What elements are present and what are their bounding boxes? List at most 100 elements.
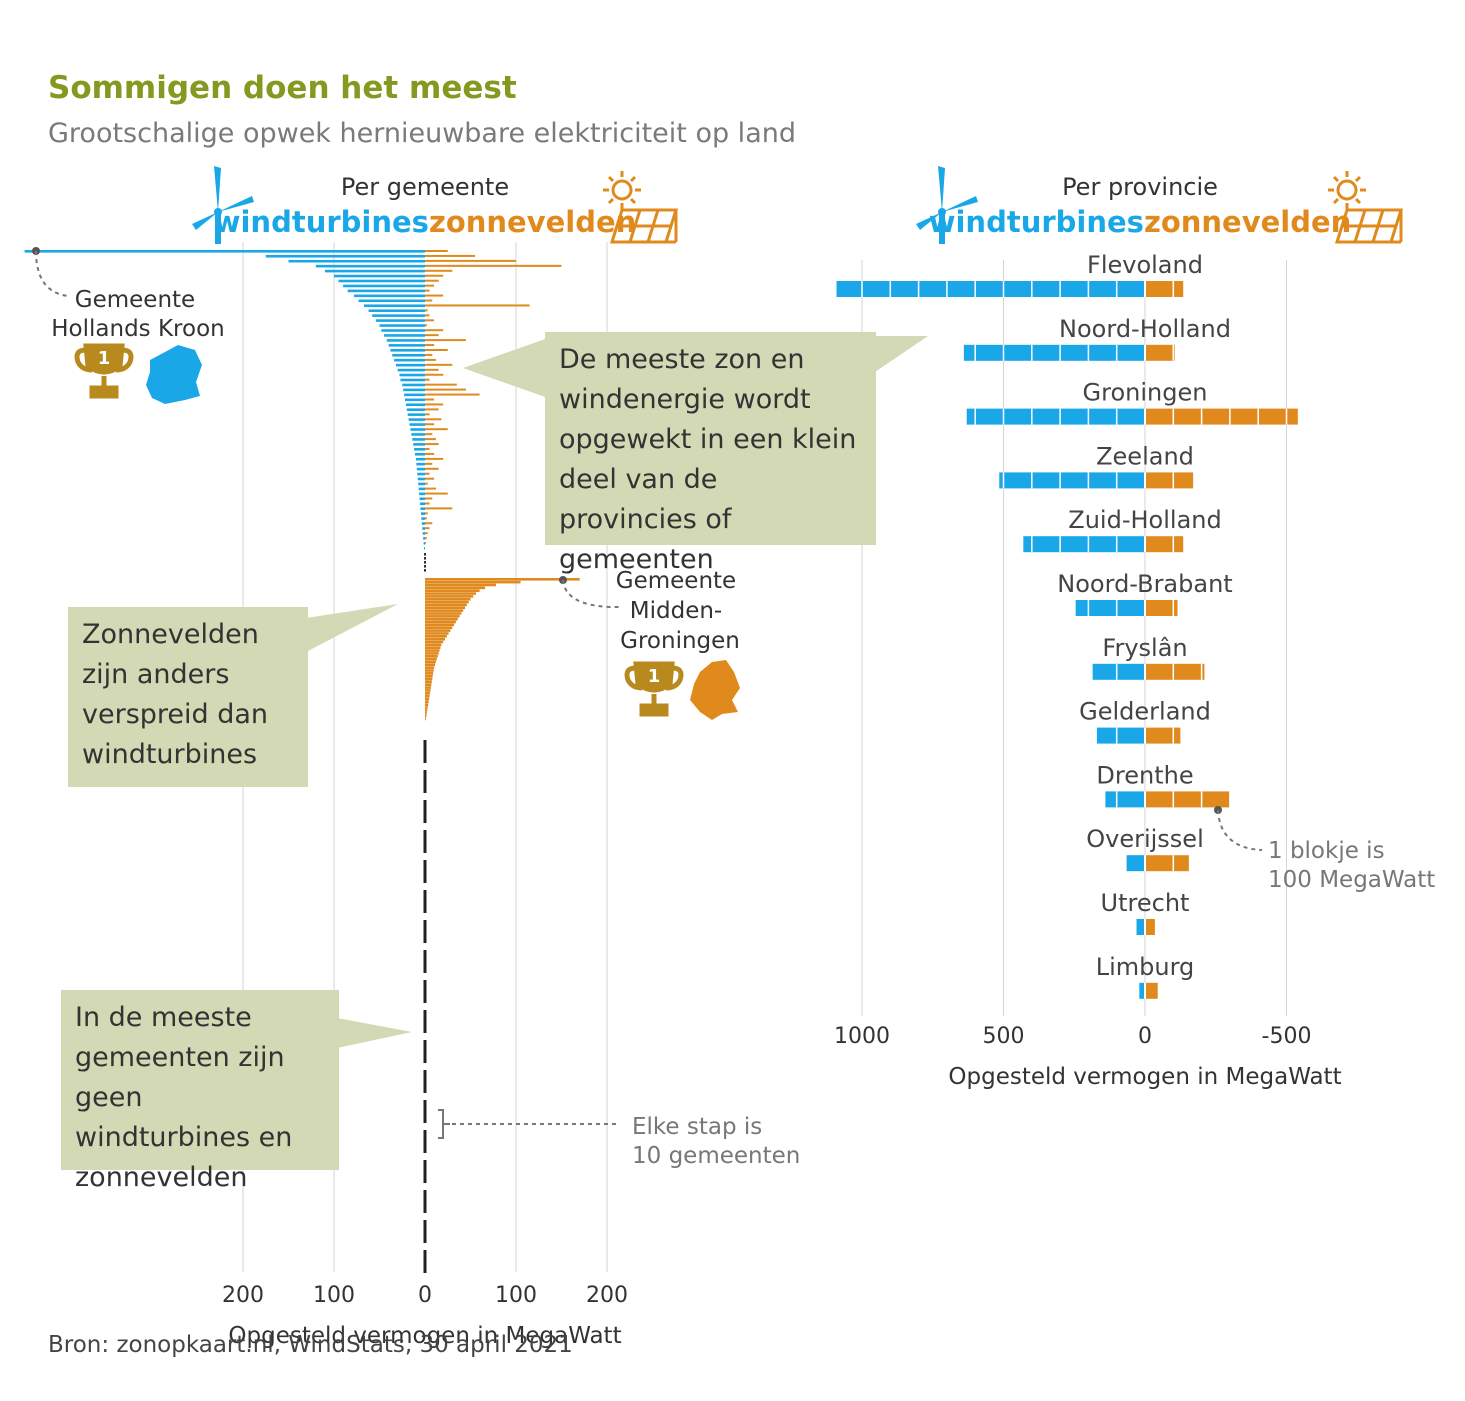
province-solar-bar bbox=[1145, 472, 1194, 489]
solar-bar bbox=[425, 393, 480, 396]
right-legend: windturbineszonnevelden bbox=[929, 205, 1352, 239]
solar-bar bbox=[425, 467, 439, 470]
solar-bar bbox=[425, 527, 430, 530]
left-x-tick-label: 100 bbox=[495, 1283, 537, 1308]
province-wind-bar bbox=[1092, 663, 1145, 680]
midden-groningen-map-icon bbox=[690, 660, 740, 720]
province-solar-bar bbox=[1145, 344, 1175, 361]
wind-bar bbox=[423, 537, 425, 540]
solar-bar bbox=[425, 383, 457, 386]
solar-bar bbox=[425, 433, 433, 436]
solar-bar bbox=[425, 368, 439, 371]
solar-only-bar bbox=[425, 640, 444, 644]
solar-only-bar bbox=[425, 635, 447, 638]
right-legend-solar: zonnevelden bbox=[1144, 205, 1351, 239]
solar-bar bbox=[425, 462, 433, 465]
empty-step bbox=[424, 565, 426, 568]
solar-only-bar bbox=[425, 666, 435, 669]
solar-only-bar bbox=[425, 597, 471, 601]
solar-only-bar bbox=[425, 603, 467, 607]
solar-only-bar bbox=[425, 663, 436, 667]
right-legend-wind: windturbines bbox=[929, 205, 1144, 239]
province-label: Flevoland bbox=[1087, 251, 1203, 279]
solar-bar bbox=[425, 482, 428, 485]
wind-bar bbox=[372, 314, 425, 317]
solar-only-bar bbox=[425, 606, 466, 610]
solar-bar bbox=[425, 269, 453, 272]
solar-bar bbox=[425, 284, 435, 287]
solar-only-bar bbox=[425, 697, 430, 701]
solar-bar bbox=[425, 294, 444, 297]
right-bars: Flevoland Noord-Holland Groningen Zeeland Zu… bbox=[836, 251, 1298, 999]
left-legend: windturbineszonnevelden bbox=[214, 205, 637, 239]
wind-bar bbox=[405, 403, 425, 407]
province-wind-bar bbox=[966, 408, 1145, 425]
solar-bar bbox=[425, 477, 435, 480]
empty-municipality-step bbox=[423, 830, 427, 853]
solar-only-bar bbox=[425, 706, 428, 709]
province-wind-bar bbox=[1139, 982, 1145, 999]
solar-only-bar bbox=[425, 580, 521, 584]
callout-pointer bbox=[872, 336, 928, 374]
solar-bar bbox=[425, 279, 439, 282]
solar-only-bar bbox=[425, 714, 427, 718]
wind-bar bbox=[416, 462, 425, 466]
province-label: Limburg bbox=[1096, 953, 1195, 981]
step-note: Elke stap is 10 gemeenten bbox=[632, 1114, 800, 1169]
wind-bar bbox=[364, 304, 425, 308]
callout-distribution: Zonnevelden zijn anders verspreid dan wi… bbox=[68, 607, 308, 787]
province-solar-bar bbox=[1145, 982, 1158, 999]
wind-bar bbox=[386, 339, 425, 342]
wind-bar bbox=[381, 329, 425, 332]
annotation-midden-groningen: Gemeente Midden-Groningen bbox=[616, 568, 740, 654]
solar-bar bbox=[425, 378, 430, 381]
province-wind-bar bbox=[1096, 727, 1145, 744]
wind-bar bbox=[410, 428, 425, 431]
solar-only-bar bbox=[425, 652, 439, 655]
wind-bar bbox=[419, 502, 425, 506]
province-label: Zuid-Holland bbox=[1068, 506, 1221, 534]
wind-bar bbox=[414, 448, 425, 451]
empty-municipality-step bbox=[423, 950, 427, 973]
solar-panel-icon bbox=[1334, 208, 1404, 244]
solar-only-bar bbox=[425, 672, 434, 675]
solar-bar bbox=[425, 517, 427, 520]
wind-bar bbox=[324, 269, 425, 273]
province-solar-bar bbox=[1145, 791, 1230, 808]
province-solar-bar bbox=[1145, 536, 1184, 553]
sun-icon bbox=[1328, 171, 1366, 209]
solar-only-bar bbox=[425, 683, 432, 687]
empty-municipality-step bbox=[423, 1220, 427, 1243]
empty-step bbox=[424, 557, 426, 560]
wind-bar bbox=[395, 363, 425, 367]
solar-bar bbox=[425, 349, 448, 351]
wind-bar bbox=[417, 472, 425, 476]
empty-municipality-step bbox=[423, 1040, 427, 1063]
solar-only-bar bbox=[425, 649, 440, 652]
solar-only-bar bbox=[425, 623, 455, 627]
solar-bar bbox=[425, 304, 530, 307]
province-solar-bar bbox=[1145, 600, 1178, 616]
solar-only-bar bbox=[425, 646, 441, 649]
province-wind-bar bbox=[1023, 536, 1145, 553]
empty-step bbox=[424, 569, 426, 572]
right-x-tick-label: 500 bbox=[983, 1024, 1025, 1049]
callout-no-generation: In de meeste gemeenten zijn geen windtur… bbox=[61, 990, 339, 1193]
left-x-tick-label: 200 bbox=[222, 1283, 264, 1308]
solar-only-bar bbox=[425, 583, 496, 587]
wind-bar bbox=[354, 294, 425, 298]
empty-municipality-step bbox=[423, 1160, 427, 1183]
wind-bar bbox=[418, 487, 425, 491]
solar-bar bbox=[425, 448, 430, 450]
solar-bar bbox=[425, 264, 562, 267]
empty-municipality-step bbox=[423, 980, 427, 1003]
solar-bar bbox=[425, 274, 444, 277]
wind-bar bbox=[390, 349, 425, 352]
wind-bar bbox=[422, 532, 425, 535]
solar-leader-line bbox=[562, 579, 620, 608]
trophy-icon: 1 bbox=[624, 661, 684, 717]
solar-only-bar bbox=[425, 586, 486, 590]
left-bars bbox=[24, 250, 580, 1273]
wind-bar bbox=[397, 368, 425, 372]
